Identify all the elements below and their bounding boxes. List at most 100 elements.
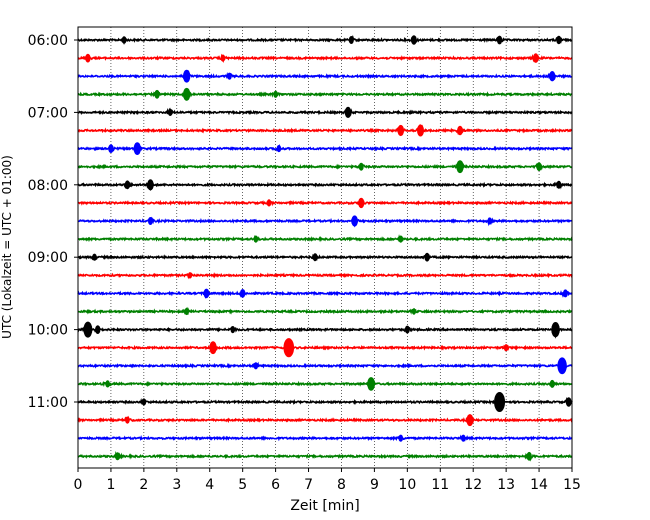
trace-line xyxy=(77,272,573,280)
x-axis-label: Zeit [min] xyxy=(290,498,359,514)
trace-line xyxy=(77,434,573,442)
trace-line xyxy=(77,180,573,192)
seismic-event xyxy=(124,180,131,190)
seismic-event xyxy=(549,379,555,388)
seismic-event xyxy=(461,434,466,442)
x-tick-label: 3 xyxy=(172,477,181,493)
x-tick-label: 0 xyxy=(74,477,83,493)
trace-row xyxy=(77,252,573,262)
trace-line xyxy=(77,414,573,425)
seismic-event xyxy=(397,124,405,137)
trace-line xyxy=(77,161,573,172)
trace-line xyxy=(77,324,573,339)
seismic-event xyxy=(562,289,568,298)
seismic-event xyxy=(266,199,272,207)
trace-row xyxy=(77,338,573,358)
trace-line xyxy=(77,143,573,153)
trace-line xyxy=(77,234,573,243)
trace-row xyxy=(77,123,573,137)
y-tick-label: 10:00 xyxy=(28,323,68,339)
seismic-event xyxy=(227,72,232,80)
seismic-event xyxy=(115,452,121,461)
seismic-event xyxy=(92,253,97,261)
seismic-event xyxy=(220,54,226,62)
seismic-event xyxy=(108,144,114,154)
seismic-traces xyxy=(77,34,573,462)
trace-line xyxy=(77,252,573,262)
trace-row xyxy=(77,142,573,156)
trace-row xyxy=(77,321,573,339)
trace-line xyxy=(77,289,573,299)
seismic-event xyxy=(551,322,560,338)
trace-line xyxy=(77,53,573,64)
trace-line xyxy=(77,199,573,207)
trace-row xyxy=(77,288,573,299)
trace-row xyxy=(77,160,573,174)
seismic-event xyxy=(121,36,127,44)
x-tick-label: 4 xyxy=(205,477,214,493)
seismic-event xyxy=(496,35,503,45)
seismic-event xyxy=(358,162,364,171)
trace-row xyxy=(77,69,573,83)
y-axis-ticks: 06:00 07:00 08:00 09:00 10:00 11:00 xyxy=(28,33,78,411)
seismic-event xyxy=(494,392,506,412)
seismic-event xyxy=(83,321,93,338)
y-axis-label: UTC (Lokalzeit = UTC + 01:00) xyxy=(0,155,14,339)
seismic-event xyxy=(209,341,217,355)
seismic-event xyxy=(273,90,278,98)
trace-row xyxy=(77,106,573,118)
trace-row xyxy=(77,434,573,442)
trace-line xyxy=(77,89,573,102)
seismic-event xyxy=(154,89,160,99)
y-tick-label: 08:00 xyxy=(28,178,68,194)
trace-row xyxy=(77,87,573,102)
trace-row xyxy=(77,392,573,412)
seismic-event xyxy=(147,179,154,191)
seismic-event xyxy=(95,325,101,334)
seismic-event xyxy=(411,308,417,315)
seismic-event xyxy=(125,416,130,424)
plot-frame xyxy=(77,26,573,469)
trace-line xyxy=(77,341,573,357)
seismic-event xyxy=(487,217,492,225)
seismic-event xyxy=(556,180,562,189)
x-tick-label: 15 xyxy=(563,477,581,493)
seismic-event xyxy=(358,197,365,209)
trace-row xyxy=(77,197,573,209)
seismic-event xyxy=(187,272,193,279)
seismic-event xyxy=(182,69,191,83)
x-axis-ticks: 0 1 2 3 4 5 6 7 8 9 10 11 12 13 14 15 xyxy=(74,468,581,493)
seismic-event xyxy=(351,215,358,227)
seismic-event xyxy=(398,235,404,243)
seismic-event xyxy=(532,53,539,63)
seismic-event xyxy=(312,253,318,262)
seismic-event xyxy=(556,35,562,45)
seismic-event xyxy=(557,357,567,375)
x-tick-label: 6 xyxy=(271,477,280,493)
seismic-event xyxy=(344,106,352,118)
trace-line xyxy=(77,34,573,46)
seismic-event xyxy=(167,108,173,116)
x-tick-label: 1 xyxy=(106,477,115,493)
x-tick-label: 2 xyxy=(139,477,148,493)
seismic-event xyxy=(239,289,246,298)
trace-row xyxy=(77,34,573,46)
y-tick-label: 09:00 xyxy=(28,250,68,266)
y-tick-label: 06:00 xyxy=(28,33,68,49)
trace-line xyxy=(77,107,573,117)
trace-row xyxy=(77,357,573,375)
trace-line xyxy=(77,450,573,462)
seismic-event xyxy=(549,71,556,82)
x-tick-label: 14 xyxy=(530,477,548,493)
trace-line xyxy=(77,378,573,390)
y-tick-label: 11:00 xyxy=(28,395,68,411)
seismic-event xyxy=(184,307,189,316)
seismic-event xyxy=(133,142,141,156)
trace-row xyxy=(77,414,573,427)
seismic-event xyxy=(466,414,474,427)
seismic-event xyxy=(348,36,354,44)
seismic-event xyxy=(141,398,147,406)
seismic-event xyxy=(85,53,91,63)
seismic-event xyxy=(230,326,236,334)
